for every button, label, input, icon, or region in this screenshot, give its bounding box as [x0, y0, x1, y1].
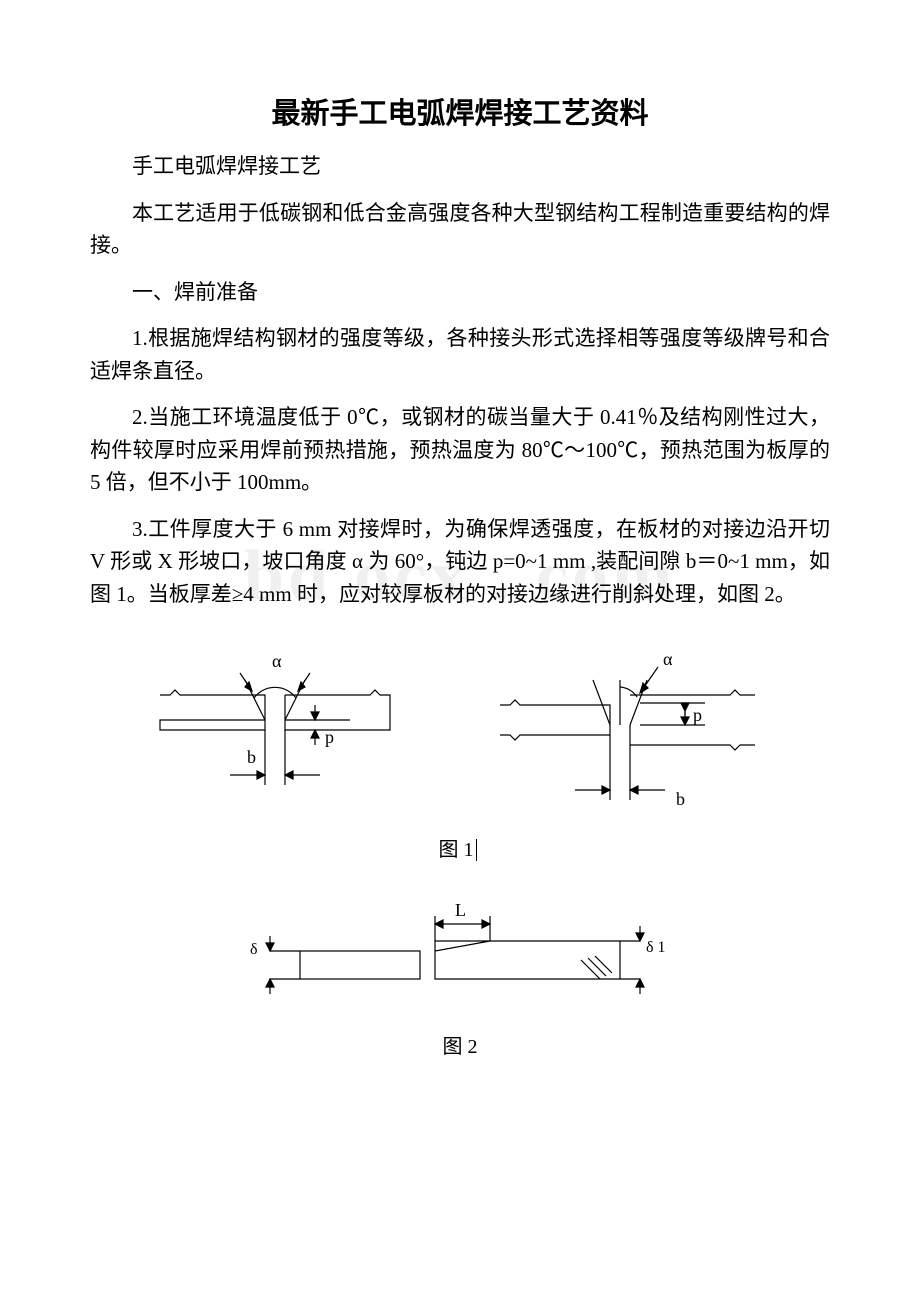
document-content: 最新手工电弧焊焊接工艺资料 手工电弧焊焊接工艺 本工艺适用于低碳钢和低合金高强度… — [90, 90, 830, 1063]
fig1b-p-label: p — [693, 705, 702, 725]
document-page: bd ocx . com 最新手工电弧焊焊接工艺资料 手工电弧焊焊接工艺 本工艺… — [0, 0, 920, 1153]
figure-2-diagram: L δ δ 1 — [240, 896, 680, 1026]
figure-1-row: α b p — [90, 625, 830, 825]
figure-2-wrap: L δ δ 1 — [90, 896, 830, 1026]
paragraph-6: 3.工件厚度大于 6 mm 对接焊时，为确保焊透强度，在板材的对接边沿开切 V … — [90, 513, 830, 611]
paragraph-3: 一、焊前准备 — [90, 276, 830, 309]
paragraph-4: 1.根据施焊结构钢材的强度等级，各种接头形式选择相等强度等级牌号和合适焊条直径。 — [90, 322, 830, 387]
fig2-delta-label: δ — [250, 941, 258, 958]
figure-1b-diagram: α p b — [490, 625, 770, 825]
fig1a-alpha-label: α — [272, 651, 282, 671]
paragraph-2: 本工艺适用于低碳钢和低合金高强度各种大型钢结构工程制造重要结构的焊接。 — [90, 197, 830, 262]
fig1a-p-label: p — [325, 727, 334, 747]
figure-2-caption: 图 2 — [90, 1032, 830, 1063]
fig1b-b-label: b — [676, 789, 685, 809]
figure-1-caption: 图 1 — [90, 835, 830, 866]
figure-1a-diagram: α b p — [150, 625, 410, 815]
document-title: 最新手工电弧焊焊接工艺资料 — [90, 90, 830, 132]
fig1b-alpha-label: α — [663, 649, 673, 669]
paragraph-5: 2.当施工环境温度低于 0℃，或钢材的碳当量大于 0.41％及结构刚性过大，构件… — [90, 401, 830, 499]
fig1a-b-label: b — [247, 747, 256, 767]
fig2-delta1-label: δ 1 — [646, 939, 666, 956]
paragraph-1: 手工电弧焊焊接工艺 — [90, 150, 830, 183]
fig2-l-label: L — [455, 900, 466, 920]
